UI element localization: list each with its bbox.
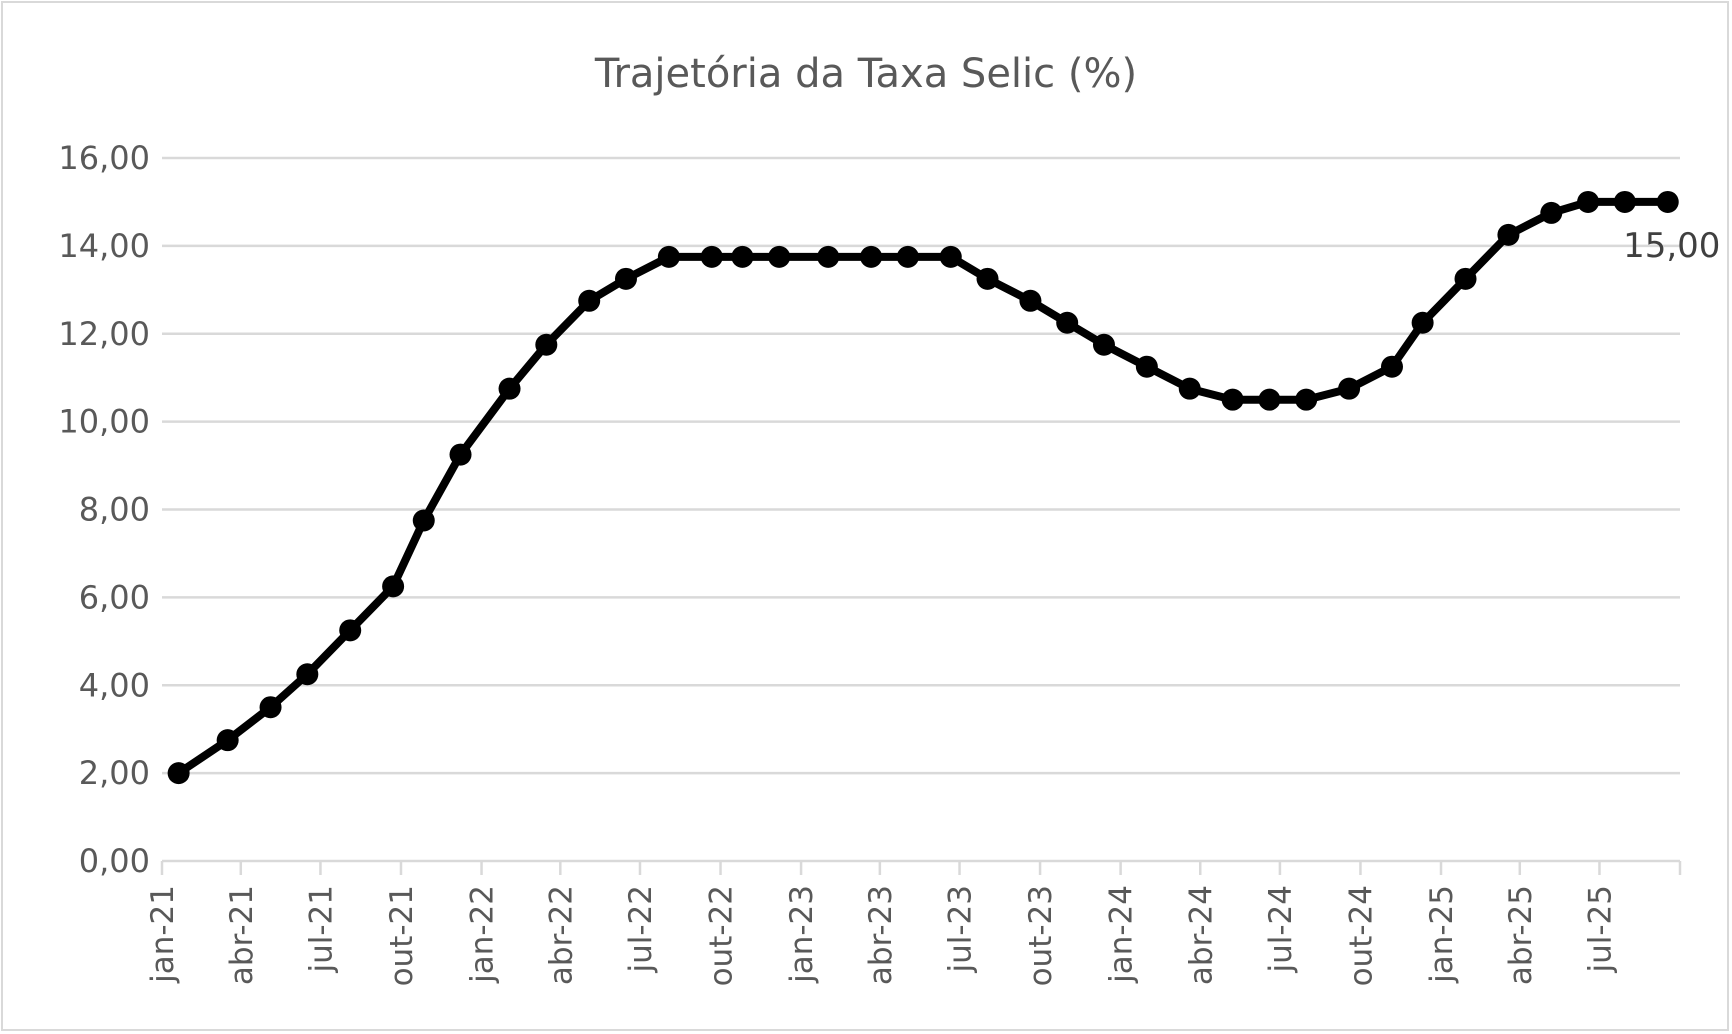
x-tick-label: jul-22 (623, 885, 659, 974)
x-tick-label: abr-21 (224, 885, 260, 985)
data-point (1178, 377, 1201, 400)
y-tick-label: 0,00 (79, 842, 150, 880)
y-tick-label: 2,00 (79, 754, 150, 792)
data-point (1411, 311, 1434, 334)
data-point (817, 245, 840, 268)
data-point (1295, 388, 1318, 411)
data-point (1540, 201, 1563, 224)
series-line (174, 197, 1672, 778)
data-point (768, 245, 791, 268)
data-point (1056, 311, 1079, 334)
y-axis-tick-labels: 0,00 2,00 4,00 6,00 8,00 10,00 12,00 14,00 16,00 (58, 139, 150, 880)
data-point (216, 729, 239, 752)
data-point (535, 333, 558, 356)
x-tick-label: jul-21 (303, 885, 339, 974)
y-tick-label: 10,00 (58, 403, 150, 441)
data-point (412, 509, 435, 532)
data-point (1338, 377, 1361, 400)
data-label: 15,00 (1623, 226, 1720, 266)
data-point (657, 245, 680, 268)
data-point (860, 245, 883, 268)
data-point (1656, 190, 1679, 213)
y-tick-label: 8,00 (79, 491, 150, 529)
x-tick-label: jan-21 (145, 885, 181, 984)
x-axis (160, 859, 1682, 875)
data-point (1092, 333, 1115, 356)
data-point (1497, 223, 1520, 246)
data-point (939, 245, 962, 268)
y-tick-label: 6,00 (79, 578, 150, 616)
x-tick-label: out-23 (1023, 885, 1059, 986)
data-point (896, 245, 919, 268)
data-point (1380, 355, 1403, 378)
data-point (700, 245, 723, 268)
x-tick-label: jan-23 (784, 885, 820, 984)
x-tick-label: jan-22 (465, 885, 501, 984)
data-point (578, 289, 601, 312)
data-point (1135, 355, 1158, 378)
data-points (167, 190, 1679, 785)
data-point (1221, 388, 1244, 411)
x-tick-label: abr-24 (1183, 885, 1219, 985)
x-tick-label: jan-24 (1104, 885, 1140, 984)
series-line-path (174, 197, 1672, 778)
x-tick-label: out-22 (704, 885, 740, 986)
x-tick-label: jul-23 (943, 885, 979, 974)
data-point (976, 267, 999, 290)
x-axis-tick-labels: jan-21 abr-21 jul-21 out-21 jan-22 abr-22 jul-… (145, 885, 1618, 986)
y-tick-label: 12,00 (58, 315, 150, 353)
data-point (1019, 289, 1042, 312)
data-point (614, 267, 637, 290)
data-point (382, 575, 405, 598)
data-labels: 15,00 (1623, 226, 1720, 266)
data-point (731, 245, 754, 268)
x-tick-label: jan-25 (1424, 885, 1460, 984)
data-point (167, 762, 190, 785)
x-tick-label: jul-25 (1582, 885, 1618, 974)
y-tick-label: 4,00 (79, 666, 150, 704)
x-tick-label: out-24 (1343, 885, 1379, 986)
data-point (1258, 388, 1281, 411)
chart-title: Trajetória da Taxa Selic (%) (594, 51, 1137, 97)
x-tick-label: abr-23 (863, 885, 899, 985)
data-point (339, 619, 362, 642)
data-point (259, 696, 282, 719)
data-point (449, 443, 472, 466)
y-tick-label: 16,00 (58, 139, 150, 177)
data-point (498, 377, 521, 400)
y-tick-label: 14,00 (58, 227, 150, 265)
data-point (1454, 267, 1477, 290)
x-tick-label: jul-24 (1263, 885, 1299, 974)
x-tick-label: abr-22 (543, 885, 579, 985)
data-point (1577, 190, 1600, 213)
x-tick-label: out-21 (384, 885, 420, 986)
x-tick-label: abr-25 (1503, 885, 1539, 985)
gridlines (162, 156, 1680, 775)
data-point (296, 663, 319, 686)
data-point (1613, 190, 1636, 213)
